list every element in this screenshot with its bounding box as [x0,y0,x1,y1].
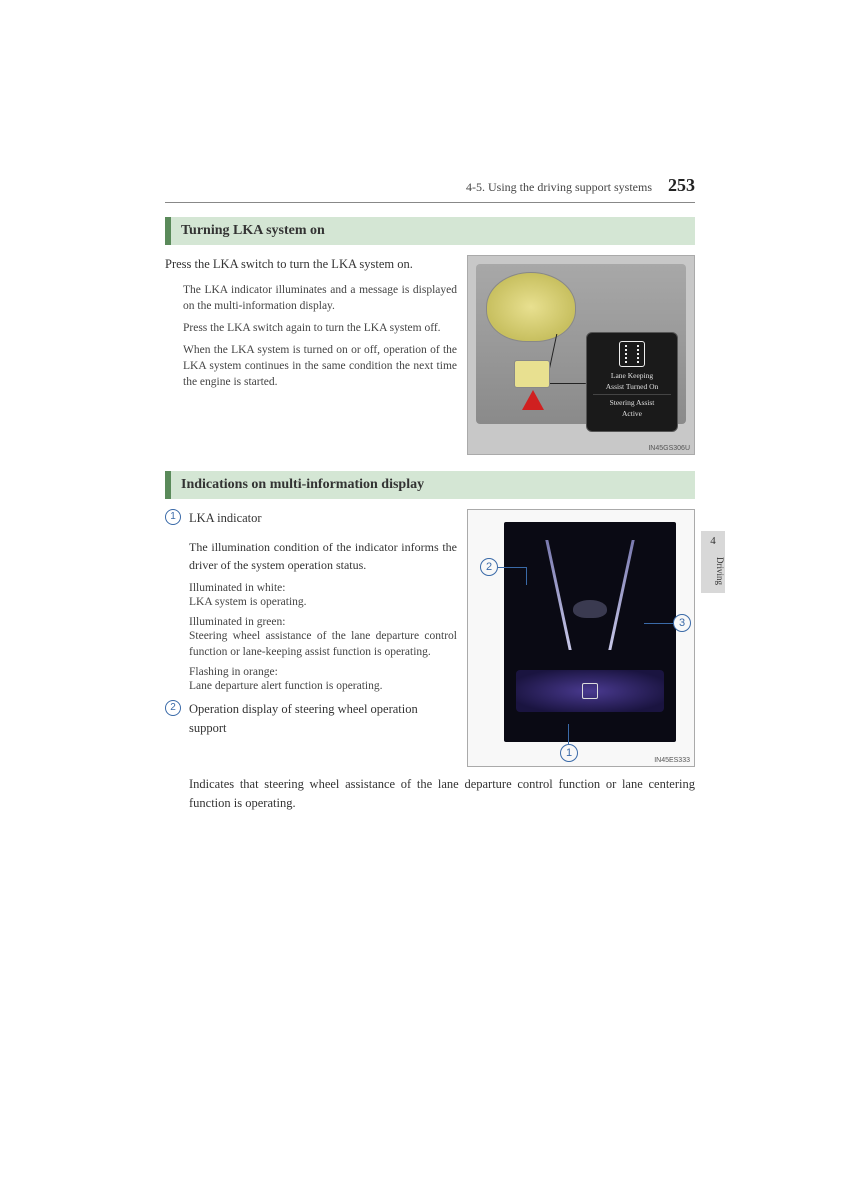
callout-2: 2 [480,558,498,576]
indicator-band [516,670,664,712]
item2-body: Indicates that steering wheel assistance… [165,775,695,813]
section2-body: 1 LKA indicator The illumination conditi… [165,509,695,767]
callout-3: 3 [673,614,691,632]
popup-line2: Assist Turned On [591,382,673,391]
image-code-1: IN45GS306U [648,445,690,452]
callout-1: 1 [560,744,578,762]
section1-p3: When the LKA system is turned on or off,… [183,342,457,390]
popup-line4: Active [591,409,673,418]
chapter-side-tab: 4 Driving [701,531,725,593]
mid-screen [504,522,676,742]
section1-p1: The LKA indicator illuminates and a mess… [183,282,457,314]
orange-text: Lane departure alert function is operati… [189,678,457,694]
instrument-cluster-icon [486,272,576,342]
section1-p2: Press the LKA switch again to turn the L… [183,320,457,336]
orange-condition: Flashing in orange: Lane departure alert… [165,666,457,694]
popup-line1: Lane Keeping [591,371,673,380]
dashboard-illustration: Lane Keeping Assist Turned On Steering A… [467,255,695,455]
lane-icon [619,341,645,367]
item1-label: LKA indicator [189,509,262,528]
item-2: 2 Operation display of steering wheel op… [165,700,457,744]
red-arrow-icon [522,390,544,410]
white-condition: Illuminated in white: LKA system is oper… [165,582,457,610]
page-content: 4-5. Using the driving support systems 2… [165,175,695,813]
white-text: LKA system is operating. [189,594,457,610]
green-text: Steering wheel assistance of the lane de… [189,628,457,660]
popup-divider [593,394,671,395]
item-1: 1 LKA indicator [165,509,457,534]
section1-text: Press the LKA switch to turn the LKA sys… [165,255,457,455]
lane-lines-icon [535,540,645,650]
green-condition: Illuminated in green: Steering wheel ass… [165,616,457,660]
section2-text: 1 LKA indicator The illumination conditi… [165,509,457,748]
page-number: 253 [668,175,695,196]
page-header: 4-5. Using the driving support systems 2… [165,175,695,203]
popup-line3: Steering Assist [591,398,673,407]
dashboard-bg: Lane Keeping Assist Turned On Steering A… [476,264,686,424]
orange-head: Flashing in orange: [189,666,457,678]
item1-body: The illumination condition of the indica… [165,538,457,574]
item2-label: Operation display of steering wheel oper… [189,700,457,738]
white-head: Illuminated in white: [189,582,457,594]
leader-line-3 [644,623,674,624]
display-illustration: 1 2 3 IN45ES333 [467,509,695,767]
chapter-label: Driving [701,553,725,589]
circled-number-1: 1 [165,509,181,525]
circled-number-2: 2 [165,700,181,716]
section-heading-indications: Indications on multi-information display [165,471,695,499]
car-icon [573,600,607,618]
green-head: Illuminated in green: [189,616,457,628]
section-path: 4-5. Using the driving support systems [466,180,652,195]
chapter-number: 4 [701,535,725,547]
section1-intro: Press the LKA switch to turn the LKA sys… [165,255,457,274]
leader-line-2b [526,567,527,585]
image-code-2: IN45ES333 [654,757,690,764]
display-popup: Lane Keeping Assist Turned On Steering A… [586,332,678,432]
lka-indicator-icon [582,683,598,699]
section1-body: Press the LKA switch to turn the LKA sys… [165,255,695,455]
leader-line-1 [568,724,569,744]
section-heading-turning-lka-on: Turning LKA system on [165,217,695,245]
leader-line-2a [498,567,526,568]
lka-switch-icon [514,360,550,388]
section1-details: The LKA indicator illuminates and a mess… [165,282,457,391]
